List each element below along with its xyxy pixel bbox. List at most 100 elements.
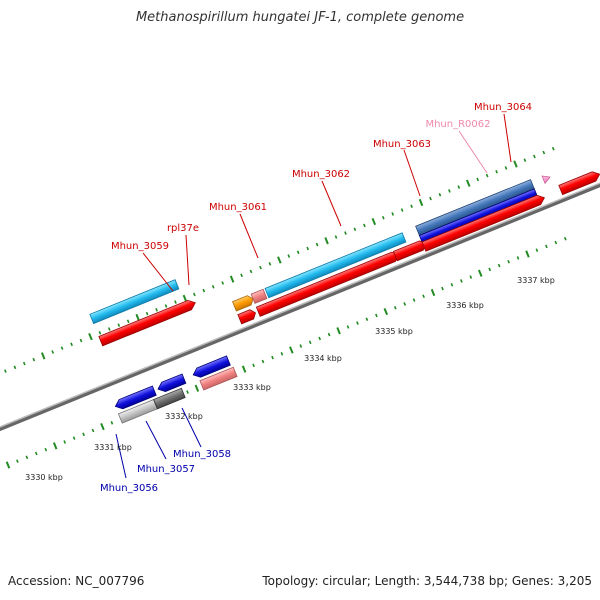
- gene-rpl37e[interactable]: [250, 288, 268, 304]
- label-rpl37e[interactable]: rpl37e: [167, 223, 199, 234]
- gene-mhun-3056[interactable]: [114, 385, 157, 411]
- gene-mhun-3059-red[interactable]: [237, 308, 258, 325]
- label-mhun-3064[interactable]: Mhun_3064: [474, 102, 532, 113]
- forward-tick: [410, 204, 413, 209]
- reverse-tick: [100, 423, 105, 431]
- reverse-tick: [525, 250, 530, 258]
- forward-tick: [391, 212, 395, 216]
- forward-tick: [296, 250, 300, 255]
- label-mhun-3058[interactable]: Mhun_3058: [173, 449, 231, 460]
- forward-tick: [418, 198, 424, 207]
- gene-left-cyan[interactable]: [89, 279, 180, 325]
- forward-tick: [363, 223, 366, 228]
- gene-mhun-3058-salmon[interactable]: [199, 366, 238, 391]
- reverse-tick: [412, 298, 416, 302]
- forward-tick: [371, 218, 377, 226]
- reverse-tick: [441, 286, 444, 291]
- accession-text: Accession: NC_007796: [8, 574, 145, 588]
- forward-tick: [287, 254, 291, 258]
- label-mhun-3063[interactable]: Mhun_3063: [373, 139, 431, 150]
- gene-reverse-blue-small[interactable]: [156, 373, 187, 394]
- reverse-tick: [82, 432, 85, 437]
- forward-tick: [495, 169, 498, 174]
- gene-mhun-3064[interactable]: [558, 170, 600, 196]
- gene-mhun-3058[interactable]: [191, 355, 231, 380]
- scale-label-3330: 3330 kbp: [25, 473, 63, 482]
- gene-left-red[interactable]: [98, 298, 197, 347]
- forward-tick: [221, 281, 225, 285]
- reverse-tick: [34, 451, 38, 456]
- forward-tick: [40, 352, 46, 360]
- gene-mhun-3057[interactable]: [153, 387, 186, 410]
- forward-tick: [277, 256, 282, 264]
- topology-text: Topology: circular; Length: 3,544,738 bp…: [262, 574, 592, 588]
- forward-tick: [438, 192, 442, 197]
- reverse-tick: [422, 294, 425, 299]
- label-mhun-3061[interactable]: Mhun_3061: [209, 202, 267, 213]
- forward-tick: [259, 265, 262, 270]
- forward-tick: [117, 323, 121, 327]
- forward-tick: [513, 160, 518, 168]
- forward-tick: [465, 179, 471, 187]
- label-mhun-3062[interactable]: Mhun_3062: [292, 169, 350, 180]
- label-mhun-3057[interactable]: Mhun_3057: [137, 464, 195, 475]
- forward-tick: [135, 313, 140, 322]
- reverse-tick: [63, 440, 67, 444]
- reverse-tick: [488, 267, 492, 272]
- gene-tracks: [89, 170, 600, 424]
- forward-tick: [476, 177, 480, 182]
- forward-tick: [202, 288, 206, 293]
- reverse-tick-track: [5, 236, 567, 469]
- gene-label-connectors: [115, 113, 512, 479]
- scale-label-3337: 3337 kbp: [517, 276, 555, 285]
- reverse-tick: [280, 352, 284, 356]
- reverse-tick: [375, 313, 378, 318]
- gene-mhun-3063-red[interactable]: [421, 193, 546, 252]
- forward-tick: [98, 331, 102, 335]
- reverse-tick: [16, 459, 19, 463]
- gene-mhun-3061[interactable]: [264, 232, 407, 299]
- forward-tick: [211, 285, 215, 289]
- reverse-tick: [430, 288, 436, 297]
- gene-mhun-3059[interactable]: [232, 294, 255, 312]
- reverse-tick: [299, 344, 303, 348]
- forward-tick: [306, 246, 310, 251]
- forward-tick: [344, 231, 347, 235]
- forward-tick: [174, 300, 177, 304]
- label-mhun-r0062[interactable]: Mhun_R0062: [425, 119, 490, 130]
- forward-tick: [504, 166, 508, 170]
- forward-tick: [429, 196, 432, 201]
- reverse-tick: [554, 240, 558, 245]
- scale-label-3336: 3336 kbp: [446, 301, 484, 310]
- reverse-tick: [52, 442, 58, 450]
- reverse-tick: [563, 236, 567, 241]
- forward-tick: [542, 150, 546, 155]
- forward-tick: [551, 146, 555, 151]
- reverse-tick: [497, 263, 501, 268]
- reverse-tick: [336, 327, 341, 335]
- forward-tick: [457, 185, 461, 189]
- reverse-tick: [110, 421, 114, 425]
- forward-tick: [32, 357, 36, 362]
- label-mhun-3056[interactable]: Mhun_3056: [100, 483, 158, 494]
- reverse-tick: [44, 447, 48, 452]
- forward-tick: [79, 338, 83, 343]
- label-mhun-3059[interactable]: Mhun_3059: [111, 241, 169, 252]
- forward-tick: [126, 319, 130, 324]
- genome-backbone: [0, 182, 600, 432]
- reverse-tick: [535, 248, 539, 252]
- reverse-tick: [271, 355, 274, 360]
- reverse-tick: [5, 461, 11, 469]
- gene-mhun-r0062[interactable]: [541, 173, 551, 185]
- reverse-tick: [327, 332, 331, 337]
- reverse-tick: [460, 279, 463, 283]
- reverse-tick: [545, 244, 548, 249]
- forward-tick: [334, 235, 338, 239]
- reverse-tick: [450, 282, 454, 287]
- forward-tick-track: [4, 146, 555, 373]
- reverse-tick: [25, 455, 29, 460]
- reverse-tick: [346, 325, 350, 329]
- scale-label-3335: 3335 kbp: [375, 327, 413, 336]
- reverse-tick: [516, 256, 520, 260]
- forward-tick: [249, 269, 253, 274]
